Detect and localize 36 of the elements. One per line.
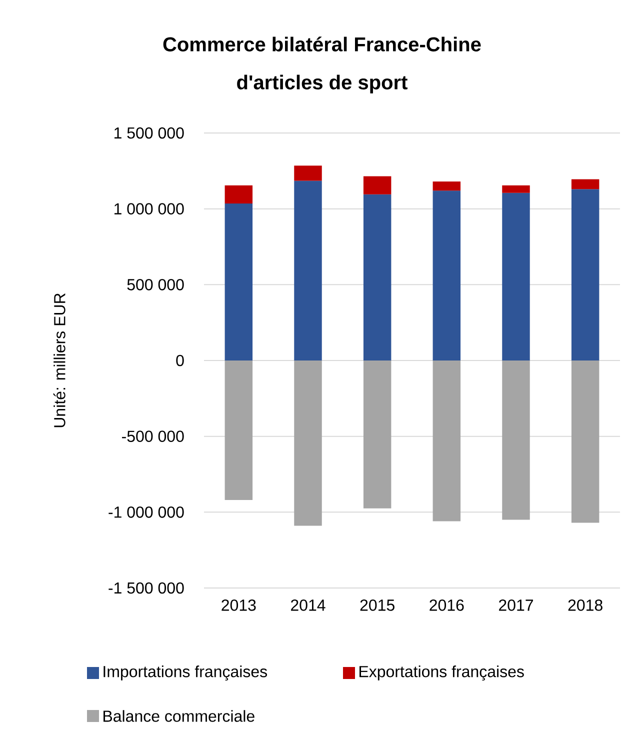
y-tick-label: 500 000 bbox=[127, 278, 184, 290]
legend-label: Balance commerciale bbox=[104, 710, 254, 722]
y-tick-label: 1 000 000 bbox=[114, 203, 184, 214]
bar bbox=[571, 360, 600, 523]
bar bbox=[571, 189, 600, 360]
x-tick-label: 2014 bbox=[291, 600, 326, 611]
x-tick-label: 2018 bbox=[568, 600, 602, 611]
x-tick-label: 2017 bbox=[499, 600, 533, 611]
bar bbox=[363, 360, 392, 508]
bar bbox=[502, 192, 530, 360]
bar bbox=[224, 185, 253, 204]
bar bbox=[432, 360, 461, 522]
legend-label: Exportations françaises bbox=[360, 666, 524, 680]
bar bbox=[432, 182, 461, 191]
chart-title: Commerce bilatéral France-Chine d'articles de sport bbox=[163, 36, 481, 94]
bar bbox=[363, 194, 392, 360]
legend-label: Importations françaises bbox=[104, 666, 267, 680]
y-tick-label: 1 500 000 bbox=[114, 127, 184, 139]
y-axis-title: Unité: milliers EUR bbox=[53, 293, 66, 428]
bar bbox=[502, 360, 530, 520]
bar bbox=[432, 190, 461, 360]
x-tick-label: 2013 bbox=[222, 600, 256, 611]
y-tick-label: -1 000 000 bbox=[108, 506, 184, 518]
bar bbox=[502, 185, 530, 193]
bar bbox=[294, 360, 322, 526]
bar bbox=[294, 166, 322, 181]
x-tick-label: 2016 bbox=[430, 600, 464, 611]
bar bbox=[224, 204, 253, 360]
y-tick-label: -1 500 000 bbox=[108, 582, 184, 594]
y-tick-label: 0 bbox=[176, 354, 184, 366]
y-tick-label: -500 000 bbox=[122, 430, 184, 442]
x-tick-label: 2015 bbox=[360, 600, 394, 611]
bar bbox=[224, 360, 253, 500]
bar bbox=[571, 179, 600, 190]
bar bbox=[294, 180, 322, 360]
bar bbox=[363, 176, 392, 194]
